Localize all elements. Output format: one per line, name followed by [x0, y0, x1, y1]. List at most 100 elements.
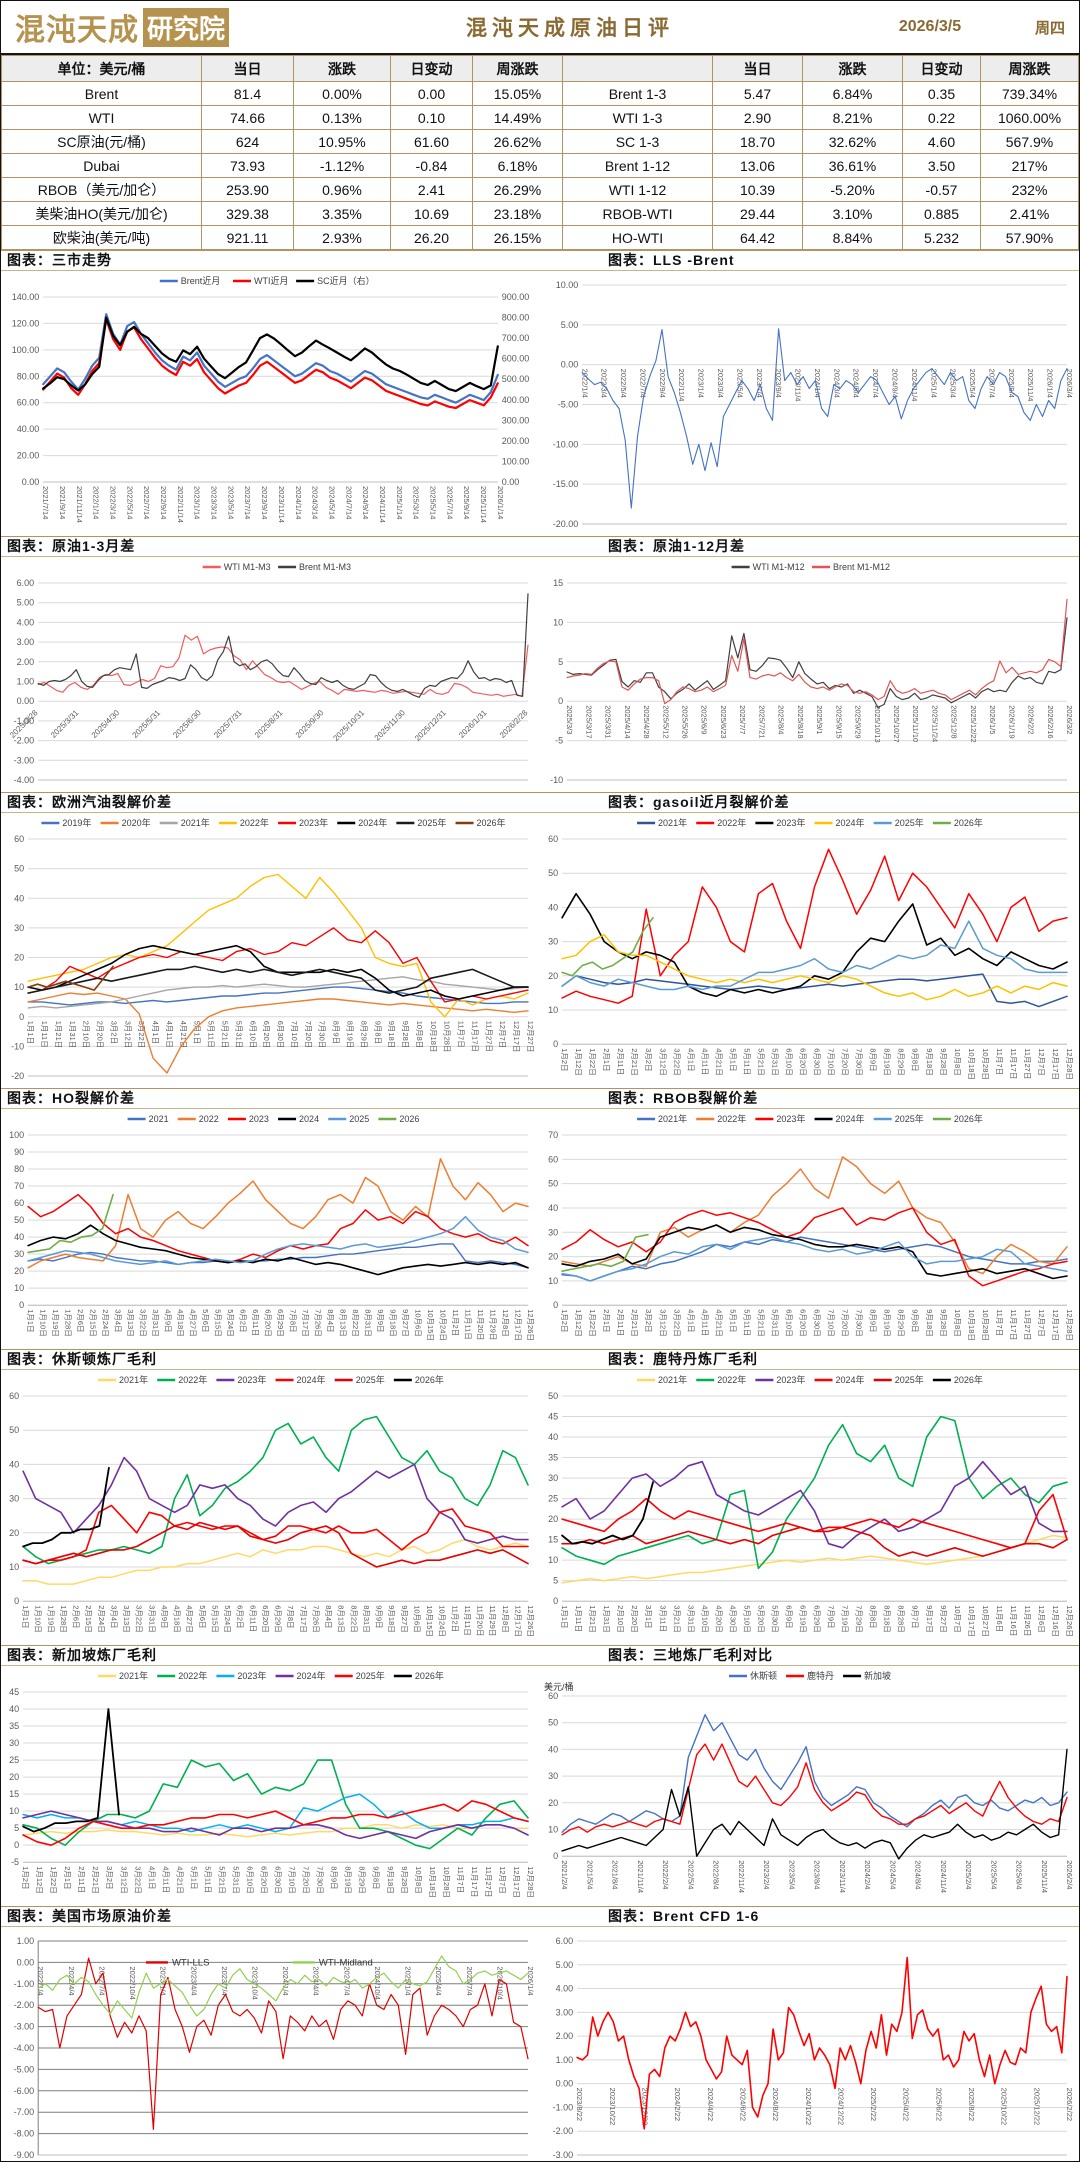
svg-text:7月8日: 7月8日: [286, 1605, 295, 1628]
row-value: 0.00: [390, 81, 473, 106]
table-row: WTI 74.66 0.13% 0.10 14.49% WTI 1-3 2.90 8.21% 0…: [1, 105, 1079, 130]
svg-text:12月28日: 12月28日: [1065, 1048, 1074, 1080]
svg-text:2021/11/4: 2021/11/4: [636, 1860, 645, 1893]
svg-text:35: 35: [548, 1453, 558, 1463]
svg-text:2022/5/14: 2022/5/14: [125, 486, 134, 519]
svg-text:4.00: 4.00: [556, 1984, 574, 1994]
svg-text:2025/7/14: 2025/7/14: [445, 486, 454, 519]
svg-text:12月7日: 12月7日: [498, 1866, 507, 1894]
svg-text:15: 15: [9, 1789, 19, 1799]
row-value: 0.35: [902, 81, 981, 106]
row-value: 13.06: [712, 153, 803, 178]
chart-title: 图表：LLS -Brent: [540, 251, 1079, 271]
svg-text:35: 35: [9, 1721, 19, 1731]
chart-lls-brent: -20.00 -15.00 -10.00 -5.00 0.00 5.00 10.00 2022…: [553, 280, 1074, 529]
svg-text:30: 30: [548, 1473, 558, 1483]
svg-text:5月11日: 5月11日: [203, 1866, 212, 1893]
svg-text:-5.00: -5.00: [558, 400, 579, 410]
svg-text:-15.00: -15.00: [553, 479, 579, 489]
svg-text:70: 70: [548, 1130, 558, 1140]
svg-text:80.00: 80.00: [17, 371, 40, 381]
chart-title-text: 图表：Brent CFD 1-6: [608, 1908, 760, 1924]
svg-text:2025年: 2025年: [356, 1670, 385, 1681]
chart-cell: 图表：gasoil近月裂解价差 0 10 20 30 40 50 60 1月2日 1月12日 1月…: [540, 793, 1079, 1088]
svg-text:10月24日: 10月24日: [439, 1309, 448, 1341]
svg-text:0: 0: [553, 1596, 558, 1606]
svg-text:8月9日: 8月9日: [332, 1021, 341, 1044]
svg-text:-9.00: -9.00: [14, 2150, 35, 2160]
svg-text:9月27日: 9月27日: [401, 1309, 410, 1337]
report-weekday: 周四: [1034, 19, 1065, 37]
svg-text:-1.00: -1.00: [14, 716, 35, 726]
svg-text:2024年: 2024年: [836, 1374, 865, 1385]
svg-text:2025/10/27: 2025/10/27: [892, 705, 901, 743]
svg-text:3月22日: 3月22日: [672, 1309, 681, 1337]
svg-text:7月20日: 7月20日: [302, 1866, 311, 1894]
svg-text:3月31日: 3月31日: [151, 1309, 160, 1337]
svg-text:7月30日: 7月30日: [855, 1048, 864, 1076]
svg-text:10月18日: 10月18日: [967, 1048, 976, 1080]
svg-text:7月26日: 7月26日: [314, 1309, 323, 1337]
row-label: Brent 1-12: [562, 153, 713, 178]
svg-text:2023/12/22: 2023/12/22: [641, 2088, 650, 2126]
svg-text:6月10日: 6月10日: [245, 1866, 254, 1894]
svg-text:2025/9/30: 2025/9/30: [294, 708, 326, 740]
svg-text:2022/1/4: 2022/1/4: [36, 1966, 45, 1995]
svg-text:2023/10/22: 2023/10/22: [608, 2088, 617, 2126]
svg-text:2月21日: 2月21日: [630, 1048, 639, 1076]
svg-text:30: 30: [548, 1771, 558, 1781]
svg-text:6月2日: 6月2日: [239, 1309, 248, 1332]
row-label: SC原油(元/桶): [1, 129, 202, 154]
svg-text:2025年: 2025年: [895, 1374, 924, 1385]
row-value: 4.60: [902, 129, 981, 154]
svg-text:5月21日: 5月21日: [756, 1048, 765, 1076]
svg-text:1月2日: 1月2日: [21, 1866, 30, 1889]
row-value: 5.232: [902, 225, 981, 250]
svg-text:2026/2/4: 2026/2/4: [1065, 1860, 1074, 1889]
svg-text:2022/2/4: 2022/2/4: [661, 1860, 670, 1889]
svg-text:3月12日: 3月12日: [123, 1021, 132, 1049]
svg-text:2023/3/4: 2023/3/4: [716, 369, 725, 398]
svg-text:2023年: 2023年: [299, 817, 328, 828]
svg-text:50: 50: [14, 864, 24, 874]
svg-text:80: 80: [14, 1164, 24, 1174]
svg-text:12月7日: 12月7日: [1037, 1048, 1046, 1076]
svg-text:25: 25: [9, 1755, 19, 1765]
svg-text:3.00: 3.00: [17, 637, 35, 647]
svg-text:-8.00: -8.00: [14, 2129, 35, 2139]
svg-text:5月31日: 5月31日: [770, 1309, 779, 1337]
svg-text:2025/4/14: 2025/4/14: [623, 705, 632, 738]
svg-text:1月19日: 1月19日: [46, 1605, 55, 1633]
chart-title-text: 图表：原油1-12月差: [608, 538, 746, 554]
svg-text:50: 50: [14, 1215, 24, 1225]
svg-text:10: 10: [9, 1806, 19, 1816]
svg-text:11月27日: 11月27日: [484, 1021, 493, 1052]
svg-text:Brent M1-M12: Brent M1-M12: [833, 562, 890, 572]
svg-text:2025/3/31: 2025/3/31: [604, 705, 613, 738]
svg-text:10月24日: 10月24日: [438, 1605, 447, 1637]
svg-text:10月8日: 10月8日: [415, 1021, 424, 1049]
svg-text:2023/9/14: 2023/9/14: [260, 486, 269, 519]
svg-text:4月9日: 4月9日: [160, 1605, 169, 1628]
svg-text:-5: -5: [555, 736, 563, 746]
svg-text:5月31日: 5月31日: [770, 1048, 779, 1076]
row-value: 5.47: [712, 81, 803, 106]
svg-text:1月11日: 1月11日: [574, 1605, 583, 1632]
svg-text:10月28日: 10月28日: [442, 1866, 451, 1898]
svg-text:-1.00: -1.00: [14, 1979, 35, 1989]
svg-text:2023/7/4: 2023/7/4: [220, 1966, 229, 1995]
svg-text:7月20日: 7月20日: [841, 1309, 850, 1337]
svg-text:-2.00: -2.00: [14, 2000, 35, 2010]
chart-cell: 图表：Brent CFD 1-6 -3.00 -2.00 -1.00 0.00 1.00…: [540, 1907, 1079, 2161]
svg-text:2022年: 2022年: [717, 1113, 746, 1124]
svg-text:7月30日: 7月30日: [855, 1309, 864, 1337]
svg-text:2022年: 2022年: [717, 817, 746, 828]
row-value: 73.93: [201, 153, 294, 178]
svg-text:2022年: 2022年: [178, 1374, 207, 1385]
chart-cell: 图表：RBOB裂解价差 0 10 20 30 40 50 60 70 1月2日 1月12日 1月22…: [540, 1089, 1079, 1349]
svg-text:6月20日: 6月20日: [264, 1309, 273, 1337]
row-value: 26.29%: [472, 177, 563, 202]
svg-text:11月2日: 11月2日: [450, 1605, 459, 1632]
svg-text:9月28日: 9月28日: [401, 1021, 410, 1049]
row-value: -5.20%: [802, 177, 903, 202]
